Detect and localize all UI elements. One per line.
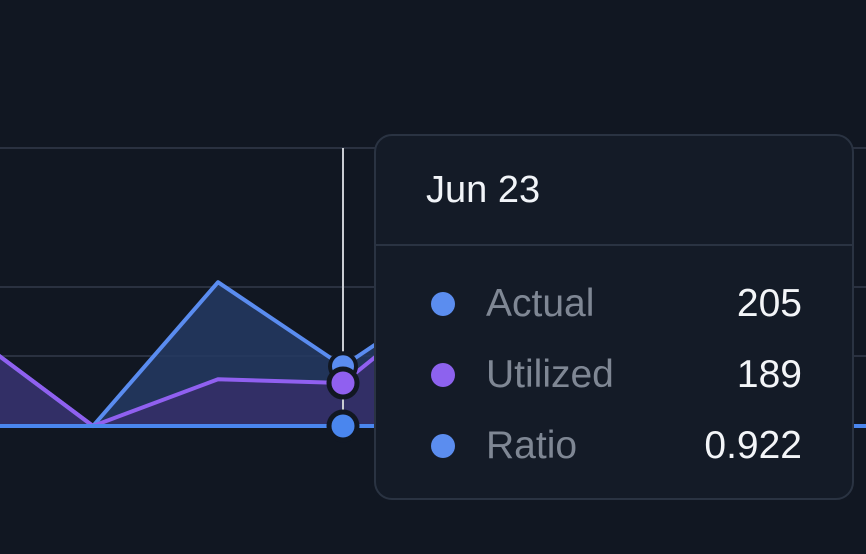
tooltip-header: Jun 23 xyxy=(376,136,852,246)
ratio-legend-dot xyxy=(431,434,455,458)
tooltip-date: Jun 23 xyxy=(426,168,541,211)
ratio-label: Ratio xyxy=(486,424,578,467)
actual-area xyxy=(0,282,843,426)
tooltip-row-ratio: Ratio 0.922 xyxy=(376,416,852,476)
tooltip-row-actual: Actual 205 xyxy=(376,274,852,334)
ratio-value: 0.922 xyxy=(704,424,802,467)
utilized-legend-dot xyxy=(431,363,455,387)
ratio-marker xyxy=(326,409,360,443)
actual-value: 205 xyxy=(736,282,802,325)
actual-label: Actual xyxy=(486,282,595,325)
utilized-marker xyxy=(326,366,360,400)
utilized-label: Utilized xyxy=(486,353,614,396)
hover-markers xyxy=(326,351,360,443)
tooltip-row-utilized: Utilized 189 xyxy=(376,345,852,405)
chart-tooltip: Jun 23 Actual 205 Utilized 189 Ratio 0.9… xyxy=(374,134,854,500)
utilized-value: 189 xyxy=(736,353,802,396)
actual-legend-dot xyxy=(431,292,455,316)
